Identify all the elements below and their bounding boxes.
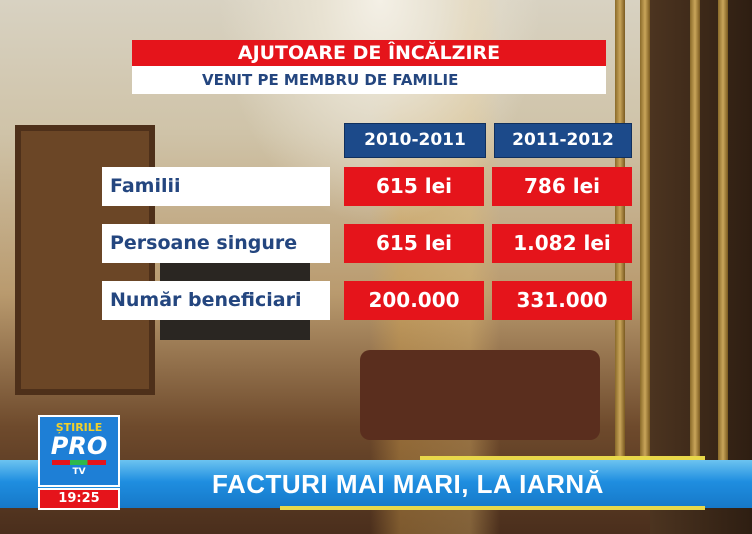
bamboo-stalk: [690, 0, 700, 460]
headline: FACTURI MAI MARI, LA IARNĂ: [212, 469, 604, 499]
column-header: 2011-2012: [494, 123, 632, 158]
row-label: Număr beneficiari: [102, 281, 330, 320]
bamboo-stalk: [718, 0, 728, 460]
row-value: 331.000: [492, 281, 632, 320]
accent-line-bottom: [280, 506, 705, 510]
logo-stripe: [52, 460, 106, 465]
logo-top-text: ȘTIRILE: [55, 421, 103, 434]
graphic-subtitle: VENIT PE MEMBRU DE FAMILIE: [132, 66, 606, 94]
channel-logo: ȘTIRILE PRO TV: [38, 415, 120, 487]
row-value: 786 lei: [492, 167, 632, 206]
row-value: 200.000: [344, 281, 484, 320]
logo-sub-text: TV: [72, 467, 86, 477]
column-header: 2010-2011: [344, 123, 486, 158]
graphic-title: AJUTOARE DE ÎNCĂLZIRE: [132, 40, 606, 66]
row-label: Familii: [102, 167, 330, 206]
ticker-band: [0, 460, 752, 508]
bamboo-stalk: [640, 0, 650, 460]
row-label: Persoane singure: [102, 224, 330, 263]
clock: 19:25: [38, 488, 120, 510]
row-value: 1.082 lei: [492, 224, 632, 263]
row-value: 615 lei: [344, 224, 484, 263]
row-value: 615 lei: [344, 167, 484, 206]
armchair: [360, 350, 600, 440]
accent-line-top: [420, 456, 705, 460]
logo-main-text: PRO: [50, 432, 108, 460]
right-wall: [650, 0, 752, 534]
